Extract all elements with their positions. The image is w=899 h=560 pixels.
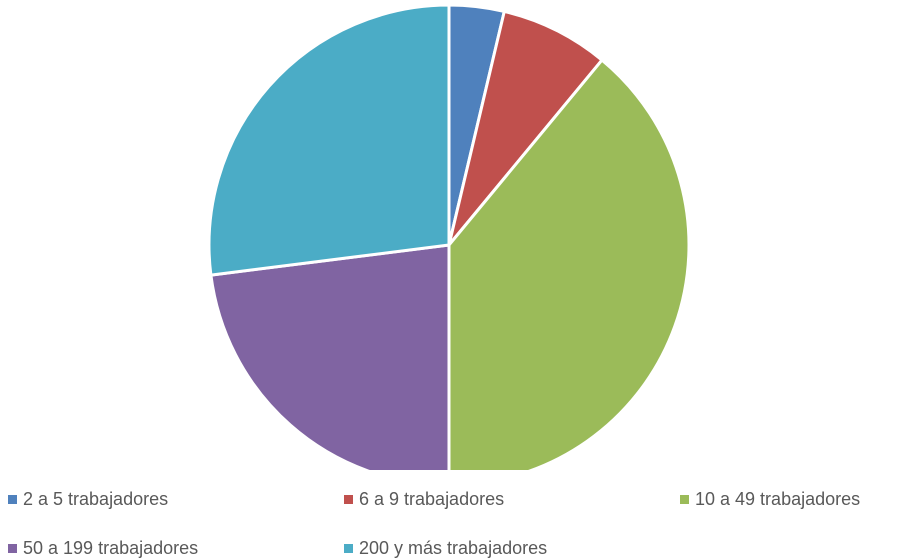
legend-swatch-icon <box>680 494 689 504</box>
pie-slice <box>447 9 604 247</box>
legend-item: 200 y más trabajadores <box>344 536 547 560</box>
legend-item: 10 a 49 trabajadores <box>680 487 860 511</box>
legend-swatch-icon <box>344 543 353 553</box>
legend-label: 200 y más trabajadores <box>359 537 548 558</box>
pie-plot <box>207 3 691 470</box>
legend-label: 2 a 5 trabajadores <box>23 488 169 509</box>
legend-item: 50 a 199 trabajadores <box>8 536 198 560</box>
pie-slice <box>207 3 451 277</box>
legend-label: 10 a 49 trabajadores <box>695 488 861 509</box>
legend-swatch-icon <box>344 494 353 504</box>
legend-swatch-icon <box>8 543 17 553</box>
legend-item: 2 a 5 trabajadores <box>8 487 168 511</box>
pie-slice <box>447 58 691 470</box>
legend-item: 6 a 9 trabajadores <box>344 487 504 511</box>
legend-swatch-icon <box>8 494 17 504</box>
legend-label: 50 a 199 trabajadores <box>23 537 199 558</box>
legend-label: 6 a 9 trabajadores <box>359 488 505 509</box>
pie-slice <box>209 243 451 470</box>
